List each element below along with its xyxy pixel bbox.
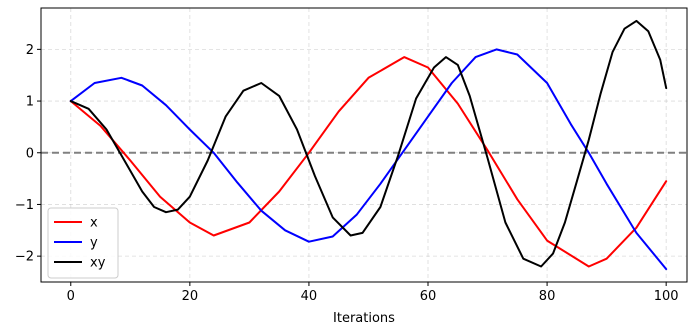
y-tick-label: 0 [26,146,34,161]
x-tick-label: 20 [182,289,199,304]
series-line-x [69,56,668,268]
x-axis-label: Iterations [333,311,395,325]
ticks: 0 20 40 60 80 100 −2 −1 0 1 2 [15,43,679,304]
x-tick-label: 0 [67,289,75,304]
x-tick-label: 80 [539,289,556,304]
legend-label-xy: xy [90,256,106,271]
x-tick-label: 100 [654,289,679,304]
x-tick-label: 60 [420,289,437,304]
grid [41,8,687,282]
series-layer [69,19,668,271]
series-line-xy [69,19,668,268]
x-tick-label: 40 [301,289,318,304]
plot-frame [40,7,688,283]
y-tick-label: 1 [26,95,34,110]
series-line-y [69,48,668,271]
legend-label-x: x [90,216,98,231]
y-tick-label: −2 [15,250,34,265]
y-tick-label: −1 [15,198,34,213]
legend-box [47,207,119,279]
legend-label-y: y [90,236,98,251]
legend: xy xy [47,207,119,279]
y-tick-label: 2 [26,43,34,58]
